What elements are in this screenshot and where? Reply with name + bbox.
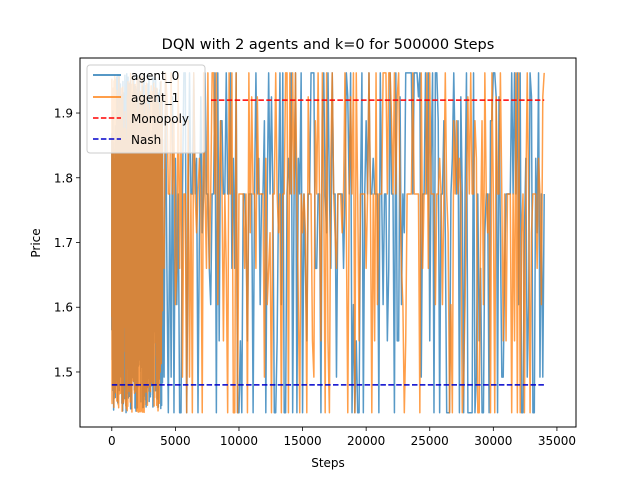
- y-axis-label: Price: [29, 228, 43, 257]
- x-tick-label: 30000: [474, 434, 512, 448]
- reference-lines-layer: [111, 99, 545, 386]
- legend: agent_0 agent_1 Monopoly Nash: [86, 64, 206, 154]
- x-tick-label: 0: [108, 434, 116, 448]
- x-tick-label: 35000: [538, 434, 576, 448]
- legend-label-agent-0: agent_0: [131, 69, 179, 83]
- x-axis-label: Steps: [311, 456, 345, 470]
- x-tick-label: 5000: [160, 434, 191, 448]
- legend-label-agent-1: agent_1: [131, 91, 179, 105]
- legend-box: [86, 64, 206, 154]
- plot-data-layer: [111, 72, 545, 414]
- legend-label-nash: Nash: [131, 133, 161, 147]
- series-line-agent-1: [111, 72, 545, 414]
- x-tick-label: 25000: [411, 434, 449, 448]
- x-axis: 0 5000 10000 15000 20000 25000 30000 35000: [108, 427, 576, 448]
- x-tick-label: 15000: [283, 434, 321, 448]
- y-tick-label: 1.8: [54, 171, 73, 185]
- y-tick-label: 1.7: [54, 236, 73, 250]
- y-tick-label: 1.6: [54, 301, 73, 315]
- x-tick-label: 10000: [220, 434, 258, 448]
- chart-title: DQN with 2 agents and k=0 for 500000 Ste…: [162, 37, 495, 53]
- x-tick-label: 20000: [347, 434, 385, 448]
- y-axis: 1.5 1.6 1.7 1.8 1.9: [54, 107, 80, 379]
- legend-label-monopoly: Monopoly: [131, 112, 189, 126]
- y-tick-label: 1.9: [54, 107, 73, 121]
- y-tick-label: 1.5: [54, 365, 73, 379]
